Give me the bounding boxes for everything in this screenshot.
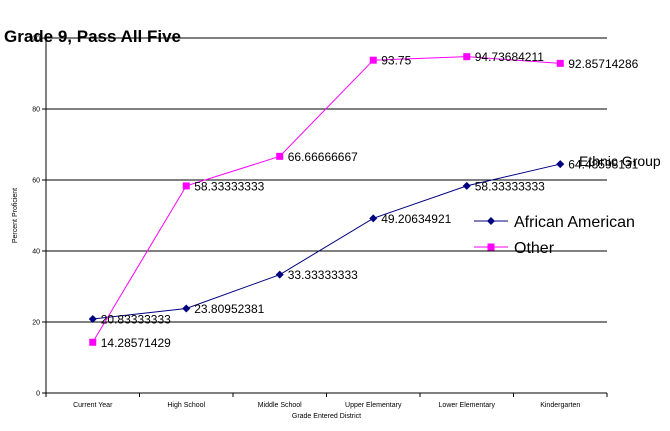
data-label: 58.33333333: [475, 179, 545, 193]
y-tick-label: 100: [28, 36, 40, 43]
data-label: 92.85714286: [568, 57, 638, 71]
series-line-1: [92, 56, 561, 343]
legend-title: Ethnic Group: [579, 153, 661, 169]
data-point-square: [556, 59, 564, 67]
data-point-diamond: [462, 181, 471, 190]
x-axis-title: Grade Entered District: [292, 413, 361, 420]
data-point-diamond: [88, 315, 97, 324]
data-point-diamond: [369, 214, 378, 223]
chart-title: Grade 9, Pass All Five: [4, 27, 181, 46]
data-point-square: [89, 338, 97, 346]
data-label: 94.73684211: [475, 50, 545, 64]
data-point-square: [369, 56, 377, 64]
data-point-square: [182, 182, 190, 190]
data-point-square: [463, 53, 471, 61]
data-label: 66.66666667: [288, 150, 358, 164]
series-line-0: [92, 163, 561, 320]
legend-entry: Other: [514, 240, 555, 257]
x-tick-label: High School: [167, 402, 205, 409]
x-tick-label: Middle School: [258, 402, 302, 409]
axes: 0 20 40 60 80 100 Current Year High School Middl…: [12, 36, 608, 420]
y-tick-label: 0: [36, 391, 40, 398]
data-point-square: [276, 152, 284, 160]
data-label: 64.48598131: [568, 158, 638, 172]
y-tick-label: 20: [32, 320, 40, 327]
gridlines: [46, 37, 607, 323]
data-labels: 20.83333333 23.80952381 33.33333333 49.2063…: [101, 50, 639, 350]
legend-entry: African American: [514, 214, 635, 231]
x-tick-label: Lower Elementary: [439, 402, 496, 409]
x-tick-label: Upper Elementary: [345, 402, 402, 409]
data-label: 58.33333333: [194, 179, 264, 193]
series: [88, 53, 565, 346]
x-tick-label: Current Year: [73, 402, 113, 409]
legend: Ethnic Group African American Other: [474, 153, 661, 257]
legend-marker-diamond: [487, 217, 495, 225]
data-label: 93.75: [381, 54, 411, 68]
data-point-diamond: [182, 304, 191, 313]
y-tick-label: 40: [32, 249, 40, 256]
legend-marker-square: [487, 243, 495, 251]
data-label: 20.83333333: [101, 313, 171, 327]
y-tick-label: 80: [32, 107, 40, 114]
x-tick-label: Kindergarten: [540, 402, 580, 409]
y-axis-title: Percent Proficient: [12, 188, 19, 243]
data-label: 23.80952381: [194, 302, 264, 316]
data-point-diamond: [556, 160, 565, 169]
data-label: 14.28571429: [101, 336, 171, 350]
data-label: 49.20634921: [381, 212, 451, 226]
data-label: 33.33333333: [288, 268, 358, 282]
data-point-diamond: [275, 270, 284, 279]
y-tick-label: 60: [32, 178, 40, 185]
